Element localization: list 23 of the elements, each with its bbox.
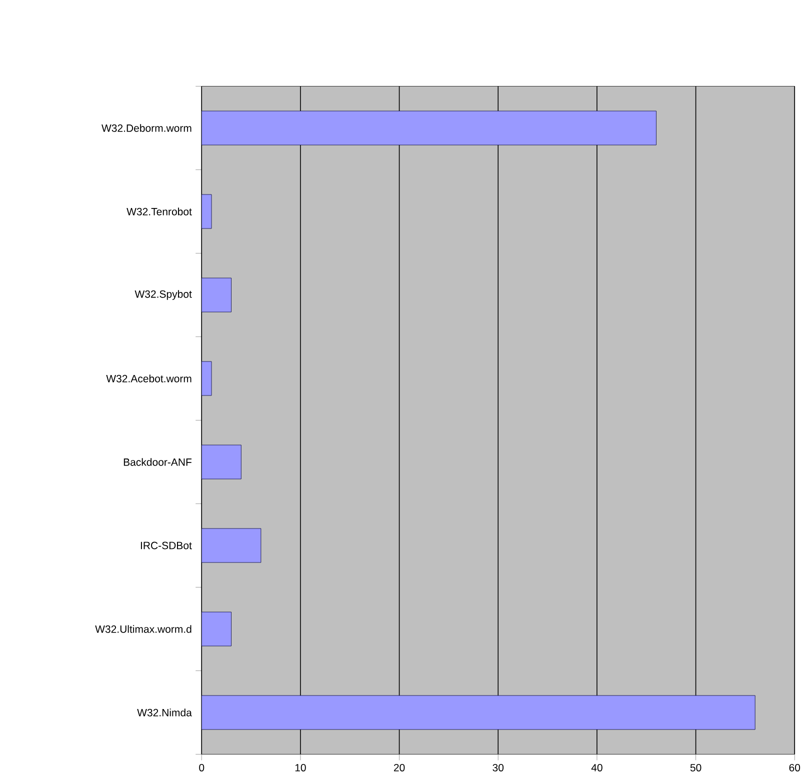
bar (202, 361, 212, 396)
y-tick-label: W32.Acebot.worm (106, 374, 192, 382)
y-tick-label: W32.Nimda (137, 708, 192, 716)
y-tick-label: W32.Tenrobot (126, 208, 192, 216)
x-tick-label: 40 (591, 764, 602, 772)
bar (202, 110, 656, 146)
bar (202, 695, 756, 730)
bar (202, 194, 212, 229)
x-tick-label: 50 (690, 764, 702, 772)
y-tick-label: Backdoor-ANF (124, 458, 192, 466)
x-tick-label: 60 (789, 764, 800, 772)
x-tick-label: 0 (199, 764, 204, 772)
y-tick-label: W32.Spybot (134, 290, 192, 300)
x-tick-label: 20 (394, 764, 405, 772)
x-tick-label: 10 (295, 764, 306, 772)
bar (202, 612, 232, 646)
bar (202, 278, 232, 312)
bar (202, 528, 262, 563)
y-tick-label: W32.Deborm.worm (102, 124, 192, 132)
y-tick-label: IRC-SDBot (140, 542, 192, 550)
y-tick-label: W32.Ultimax.worm.d (95, 625, 192, 633)
x-tick-label: 30 (492, 764, 504, 772)
bar (202, 444, 242, 480)
